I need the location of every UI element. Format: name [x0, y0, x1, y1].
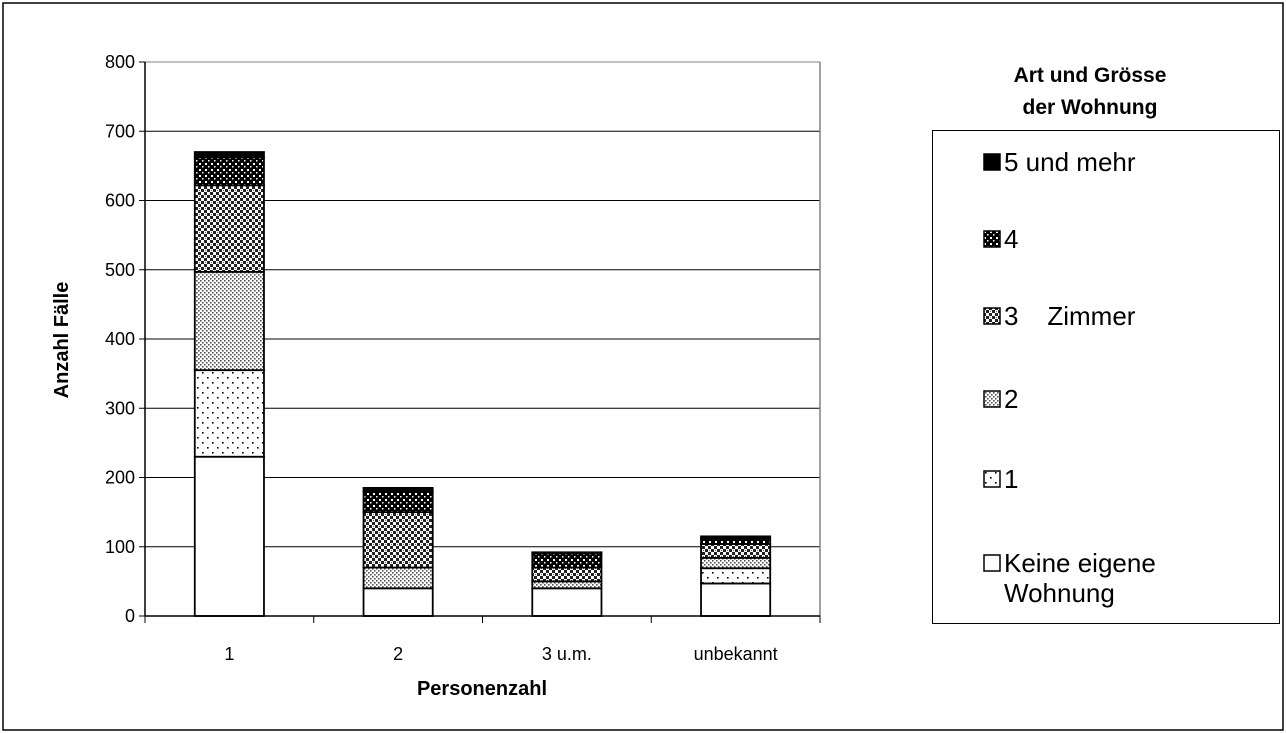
x-tick-label: unbekannt [694, 644, 778, 664]
y-tick-label: 500 [105, 260, 135, 280]
legend-label-line: Wohnung [1004, 578, 1115, 608]
bar-segment [362, 486, 434, 493]
x-tick-label: 3 u.m. [542, 644, 592, 664]
bar-segment [700, 556, 772, 570]
bar-segment [700, 535, 772, 540]
y-tick-label: 0 [125, 606, 135, 626]
legend-item: 1 [983, 464, 1018, 494]
y-tick-label: 400 [105, 329, 135, 349]
bar-segment [193, 156, 265, 187]
legend-swatch [983, 307, 1001, 325]
legend-swatch [983, 230, 1001, 248]
x-tick-label: 1 [224, 644, 234, 664]
legend-title: Art und Grösse der Wohnung [940, 60, 1240, 124]
legend-label-line: 5 und mehr [1004, 147, 1136, 177]
legend-item: 5 und mehr [983, 147, 1136, 177]
legend-label: 2 [1004, 384, 1018, 414]
legend: 5 und mehr 4 3 Zimmer 2 1 Keine eigene Wohnung [932, 130, 1280, 624]
tick-labels: 0 100 200 300 400 500 600 700 800 1 2 3 u.m. unbekan… [105, 52, 778, 664]
y-tick-label: 700 [105, 121, 135, 141]
bar-segment [362, 566, 434, 590]
bar-segment [700, 567, 772, 585]
y-tick-label: 800 [105, 52, 135, 72]
bar-segment [531, 580, 603, 590]
bar-segment [700, 543, 772, 559]
legend-swatch [983, 153, 1001, 171]
y-tick-label: 200 [105, 468, 135, 488]
bar-segment [193, 455, 265, 617]
legend-swatch [983, 470, 1001, 488]
legend-item: 3 Zimmer [983, 301, 1135, 331]
bar-segment [193, 369, 265, 458]
legend-label-line: 4 [1004, 224, 1019, 254]
legend-label-line: 1 [1004, 464, 1019, 494]
legend-item: 2 [983, 384, 1018, 414]
legend-label: 3 Zimmer [1004, 301, 1135, 331]
bar-segment [362, 490, 434, 514]
legend-label-line: 2 [1004, 384, 1019, 414]
legend-swatch [983, 554, 1001, 572]
y-axis-label: Anzahl Fälle [51, 282, 73, 399]
bar-segment [362, 511, 434, 569]
legend-title-line: der Wohnung [1022, 96, 1158, 119]
bars [193, 151, 772, 617]
y-tick-label: 600 [105, 191, 135, 211]
legend-item: 4 [983, 224, 1018, 254]
x-tick-label: 2 [393, 644, 403, 664]
legend-label: 1 [1004, 464, 1018, 494]
bar-segment [531, 552, 603, 569]
legend-label-line: Keine eigene [1004, 548, 1156, 578]
axes [139, 61, 821, 623]
y-tick-label: 300 [105, 398, 135, 418]
legend-swatch [983, 390, 1001, 408]
legend-label: 4 [1004, 224, 1018, 254]
bar-segment [531, 587, 603, 617]
bar-segment [531, 566, 603, 583]
bar-segment [193, 151, 265, 159]
legend-title-line: Art und Grösse [1013, 64, 1167, 87]
legend-label-line: 3 Zimmer [1004, 301, 1136, 331]
bar-segment [700, 582, 772, 617]
bar-segment [193, 184, 265, 273]
legend-label: 5 und mehr [1004, 147, 1136, 177]
legend-label: Keine eigene Wohnung [1004, 548, 1156, 608]
bar-segment [193, 270, 265, 372]
legend-item: Keine eigene Wohnung [983, 548, 1156, 608]
bar-segment [362, 587, 434, 617]
y-tick-label: 100 [105, 537, 135, 557]
x-axis-label: Personenzahl [417, 678, 547, 700]
bar-segment [531, 551, 603, 555]
